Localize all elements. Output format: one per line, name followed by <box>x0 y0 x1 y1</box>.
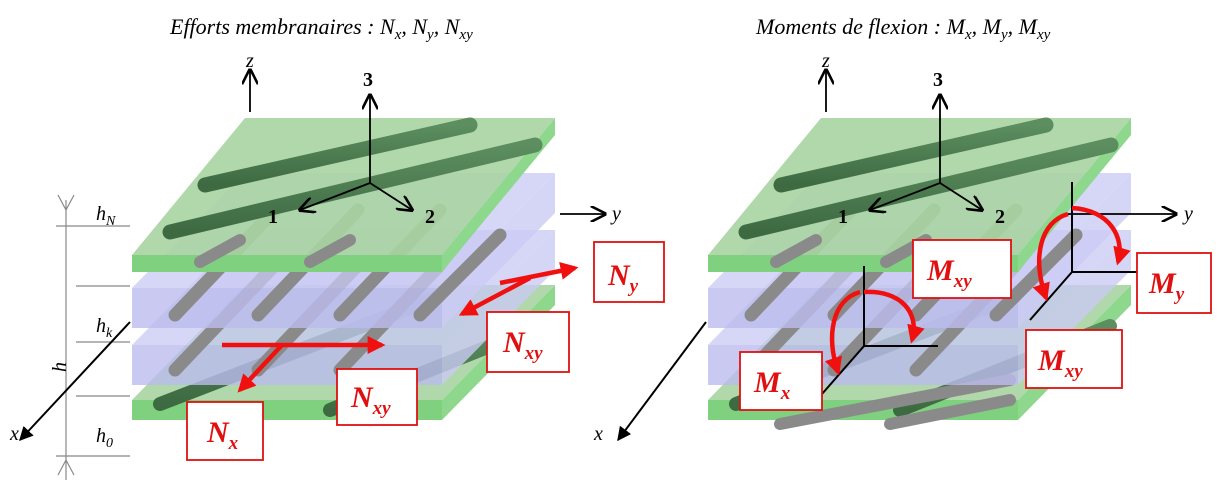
label-Ny: Ny <box>593 241 665 303</box>
ortho-3-right: 3 <box>933 69 943 91</box>
axis-x-right: x <box>593 423 603 445</box>
axis-x-left: x <box>9 423 19 445</box>
dim-hk: hk <box>96 315 113 341</box>
axis-y-left: y <box>610 203 621 225</box>
svg-text:Nx: Nx <box>206 416 239 454</box>
ortho-2-right: 2 <box>995 206 1005 228</box>
ortho-axes-right <box>870 95 982 210</box>
label-Mx: Mx <box>739 351 823 411</box>
label-Nxy-top: Nxy <box>486 311 570 373</box>
axis-y-right: y <box>1182 203 1193 225</box>
svg-text:Mxy: Mxy <box>926 254 972 292</box>
axis-z-right: z <box>821 50 830 72</box>
thickness-dimensions <box>56 194 130 480</box>
title-left: Efforts membranaires : Nx, Ny, Nxy <box>169 14 473 43</box>
svg-text:Nxy: Nxy <box>502 326 543 364</box>
svg-text:Ny: Ny <box>607 259 639 297</box>
reference-axes-right <box>617 70 1176 442</box>
dim-h0: h0 <box>96 425 113 451</box>
ortho-axes-left <box>300 95 412 210</box>
label-My: My <box>1136 252 1212 314</box>
ortho-2-left: 2 <box>425 206 435 228</box>
axis-z-left: z <box>245 50 254 72</box>
ortho-1-right: 1 <box>838 206 848 228</box>
label-Mxy-bottom: Mxy <box>1025 329 1123 389</box>
svg-text:Mxy: Mxy <box>1037 344 1083 382</box>
title-right: Moments de flexion : Mx, My, Mxy <box>755 14 1051 43</box>
moment-arrows <box>824 205 1131 376</box>
svg-text:My: My <box>1148 267 1185 305</box>
svg-text:Mx: Mx <box>753 366 791 404</box>
dim-hN: hN <box>96 203 116 229</box>
laminate-right: z y x 3 1 2 Mxy My <box>593 50 1212 445</box>
svg-text:Nxy: Nxy <box>350 381 391 419</box>
ply-top <box>132 117 555 272</box>
label-Mxy-top: Mxy <box>912 239 1012 299</box>
ply-top-right <box>708 117 1131 272</box>
moment-frames <box>821 182 1138 395</box>
reference-axes-left <box>19 70 605 442</box>
ortho-3-left: 3 <box>363 69 373 91</box>
ortho-1-left: 1 <box>268 206 278 228</box>
label-Nx: Nx <box>186 401 264 461</box>
label-Nxy-bottom: Nxy <box>336 368 418 426</box>
laminate-left: hN hk h0 h z y x 3 1 2 Ny <box>9 50 665 480</box>
dim-h: h <box>49 362 71 372</box>
membrane-force-arrows <box>222 261 579 393</box>
